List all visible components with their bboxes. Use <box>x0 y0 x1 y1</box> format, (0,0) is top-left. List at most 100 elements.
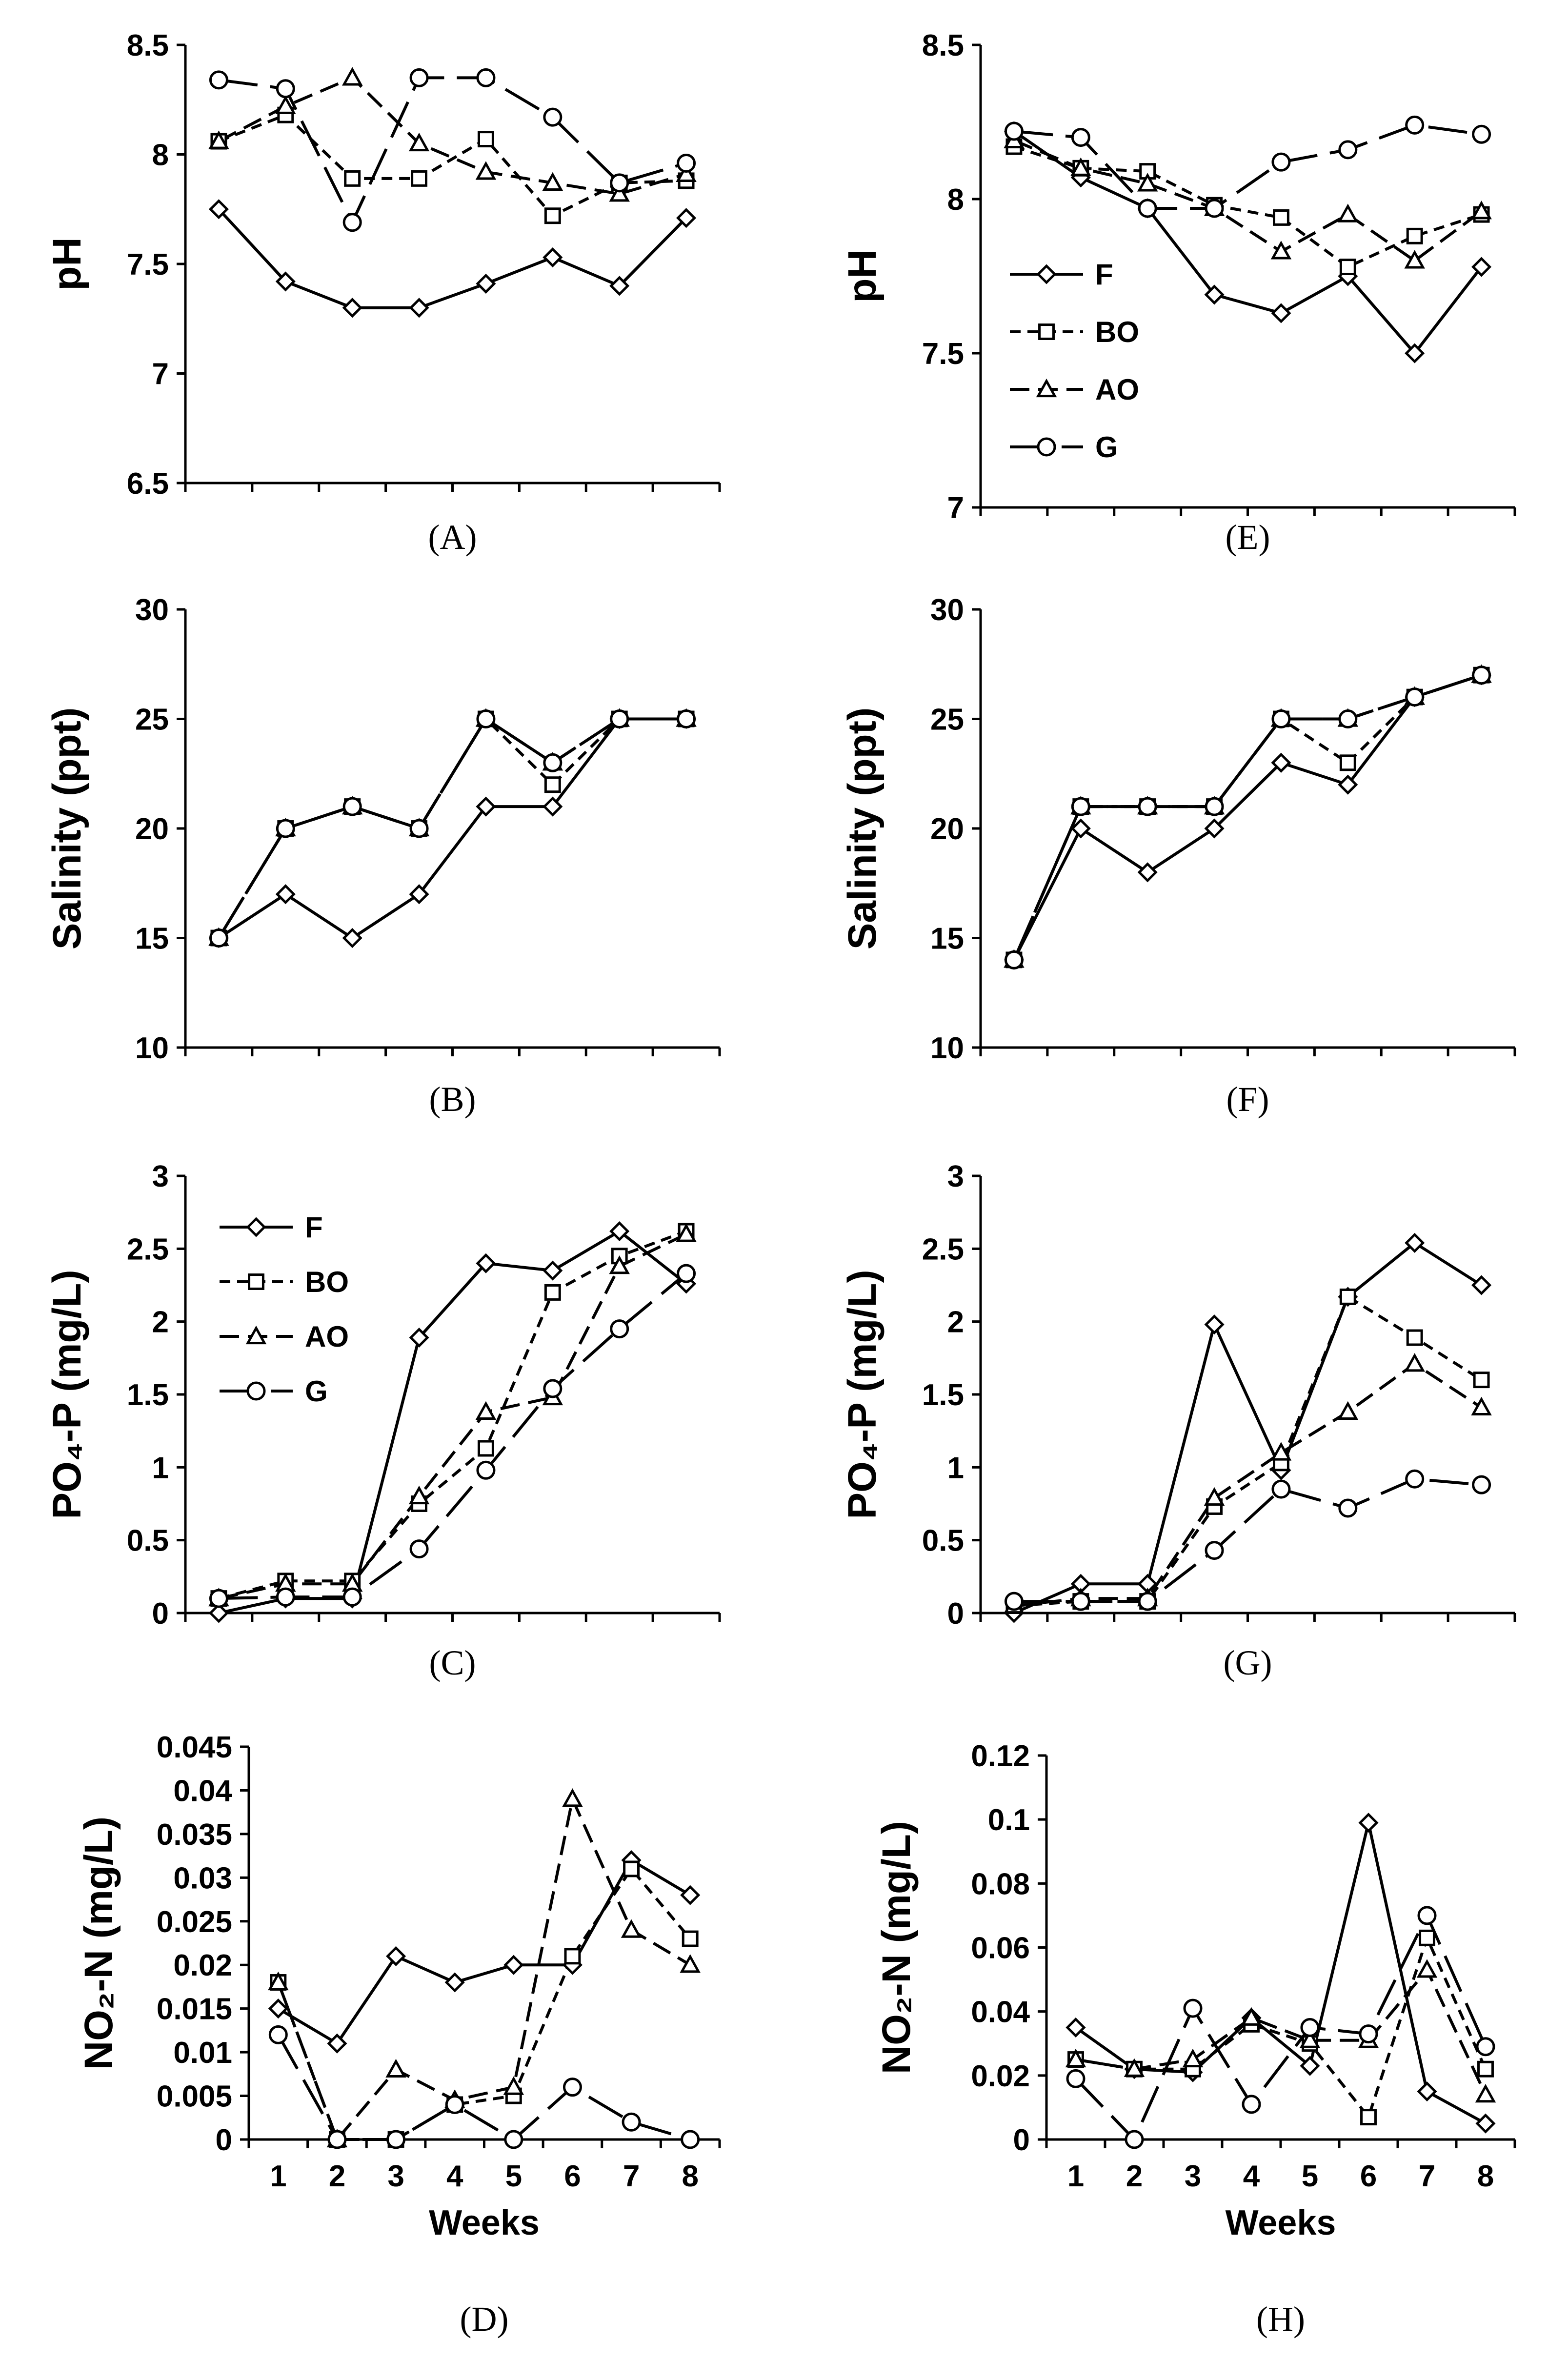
legend: F BO AO G <box>1010 258 1139 464</box>
y-tick-label: 20 <box>135 812 169 846</box>
data-point-bo <box>1272 209 1289 226</box>
data-point-f <box>676 208 697 228</box>
data-point-bo <box>1406 227 1423 244</box>
series-line-f <box>218 208 687 309</box>
data-point-f <box>1405 1232 1425 1253</box>
data-point-g <box>268 2025 288 2044</box>
data-point-g <box>209 928 228 948</box>
data-point-g <box>1338 709 1358 728</box>
data-point-f <box>543 796 563 817</box>
panel-label: (E) <box>1226 518 1270 557</box>
data-point-f <box>1271 752 1291 773</box>
chart-panel-e: 7 7.5 8 8.5 pH (E) F BO AO G <box>840 29 1516 557</box>
data-point-ao <box>342 67 363 86</box>
data-point-ao <box>676 1223 697 1242</box>
data-point-f <box>1475 2113 1496 2134</box>
data-point-ao <box>1065 2048 1086 2068</box>
data-point-g <box>1004 1592 1024 1611</box>
data-point-g <box>677 153 696 173</box>
series-line-ao <box>1075 1968 1487 2096</box>
data-point-g <box>1338 140 1358 160</box>
data-point-ao <box>1337 1401 1359 1420</box>
data-point-bo <box>1360 2109 1377 2126</box>
data-point-bo <box>1473 1372 1490 1389</box>
data-point-ao <box>609 1255 630 1274</box>
y-tick-label: 0.04 <box>971 1996 1030 2029</box>
y-tick-label: 7.5 <box>922 337 964 371</box>
data-point-g <box>1472 666 1491 685</box>
data-point-g <box>342 213 362 232</box>
y-tick-label: 15 <box>135 922 169 956</box>
legend-label-g: G <box>1095 431 1118 464</box>
panel-label: (B) <box>429 1080 476 1119</box>
data-point-g <box>1205 1541 1224 1560</box>
data-point-g <box>409 819 429 838</box>
x-tick-label: 1 <box>1067 2159 1084 2193</box>
data-point-ao <box>1404 250 1425 269</box>
y-tick-label: 7 <box>947 491 964 525</box>
data-point-ao <box>475 1401 497 1420</box>
data-point-g <box>1183 1998 1203 2018</box>
data-point-ao <box>408 1485 430 1505</box>
y-tick-label: 0.06 <box>971 1932 1030 1965</box>
data-point-ao <box>1471 1396 1492 1415</box>
y-tick-label: 0.02 <box>971 2059 1030 2093</box>
data-point-g <box>1138 199 1157 218</box>
y-tick-label: 25 <box>930 703 964 737</box>
y-tick-label: 25 <box>135 703 169 737</box>
y-tick-label: 0.04 <box>173 1774 232 1808</box>
data-point-bo <box>477 131 494 148</box>
y-tick-label: 0 <box>1013 2123 1030 2157</box>
data-point-g <box>622 2112 641 2132</box>
data-point-g <box>610 173 629 193</box>
y-tick-label: 0.015 <box>157 1993 232 2026</box>
data-point-g <box>409 1539 429 1559</box>
y-tick-label: 0.5 <box>127 1524 169 1558</box>
series-line-bo <box>1013 145 1482 269</box>
data-point-ao <box>408 132 430 152</box>
data-point-g <box>1300 2018 1320 2037</box>
data-point-ao <box>542 172 563 191</box>
data-point-f <box>609 276 630 296</box>
legend-label-bo: BO <box>305 1266 349 1298</box>
panel-label: (C) <box>429 1643 476 1682</box>
data-point-ao <box>1270 241 1292 260</box>
y-tick-label: 3 <box>947 1160 964 1193</box>
data-point-f <box>1204 284 1225 305</box>
data-point-ao <box>609 183 630 202</box>
data-point-f <box>1137 862 1158 883</box>
y-tick-label: 2 <box>947 1306 964 1339</box>
data-point-f <box>476 273 496 294</box>
series-line-f <box>1013 130 1483 355</box>
data-point-ao <box>1241 2007 1262 2026</box>
y-tick-label: 0.025 <box>157 1905 232 1939</box>
y-tick-label: 30 <box>135 593 169 627</box>
data-point-g <box>386 2130 406 2149</box>
data-point-ao <box>503 2076 524 2095</box>
data-point-f <box>1070 818 1091 839</box>
x-tick-label: 2 <box>329 2159 345 2193</box>
y-tick-label: 0.08 <box>971 1867 1030 1901</box>
y-tick-label: 20 <box>930 812 964 846</box>
y-tick-label: 15 <box>930 922 964 956</box>
panel-label: (H) <box>1256 2300 1305 2339</box>
data-point-g <box>1205 797 1224 816</box>
data-point-g <box>1004 121 1024 141</box>
panel-label: (F) <box>1226 1080 1269 1119</box>
data-point-ao <box>208 130 229 149</box>
series-line-bo <box>217 717 686 939</box>
x-tick-label: 5 <box>505 2159 522 2193</box>
data-point-g <box>209 1589 228 1608</box>
data-point-f <box>342 298 362 318</box>
y-tick-label: 7.5 <box>127 248 169 282</box>
data-point-ao <box>562 1788 583 1807</box>
series-line-bo <box>218 113 686 218</box>
data-point-f <box>1065 2017 1086 2038</box>
data-point-bo <box>564 1948 581 1965</box>
data-point-ao <box>1204 1487 1225 1506</box>
y-axis-label: NO₂-N (mg/L) <box>77 1816 121 2070</box>
data-point-g <box>1271 709 1291 728</box>
x-tick-label: 3 <box>387 2159 404 2193</box>
data-point-g <box>1338 1498 1358 1518</box>
y-tick-label: 0.045 <box>157 1731 232 1764</box>
